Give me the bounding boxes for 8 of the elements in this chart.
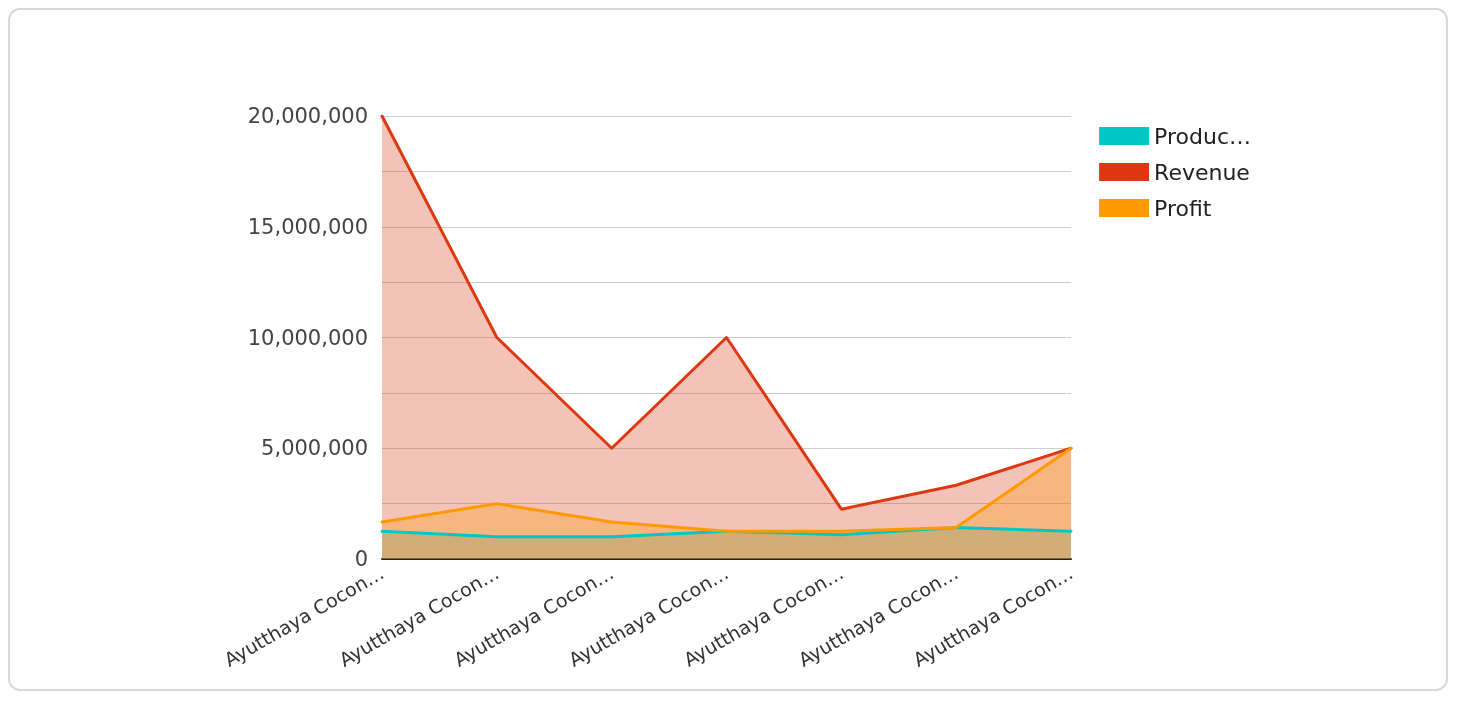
y-tick-label: 5,000,000 [261,436,368,461]
y-tick-label: 0 [354,547,368,571]
y-tick-label: 20,000,000 [247,104,368,128]
legend-label: Profit [1154,195,1212,221]
y-tick-label: 10,000,000 [247,325,368,350]
legend-label: Produc… [1154,123,1251,149]
y-tick-label: 15,000,000 [247,214,368,239]
legend-label: Revenue [1154,159,1250,185]
